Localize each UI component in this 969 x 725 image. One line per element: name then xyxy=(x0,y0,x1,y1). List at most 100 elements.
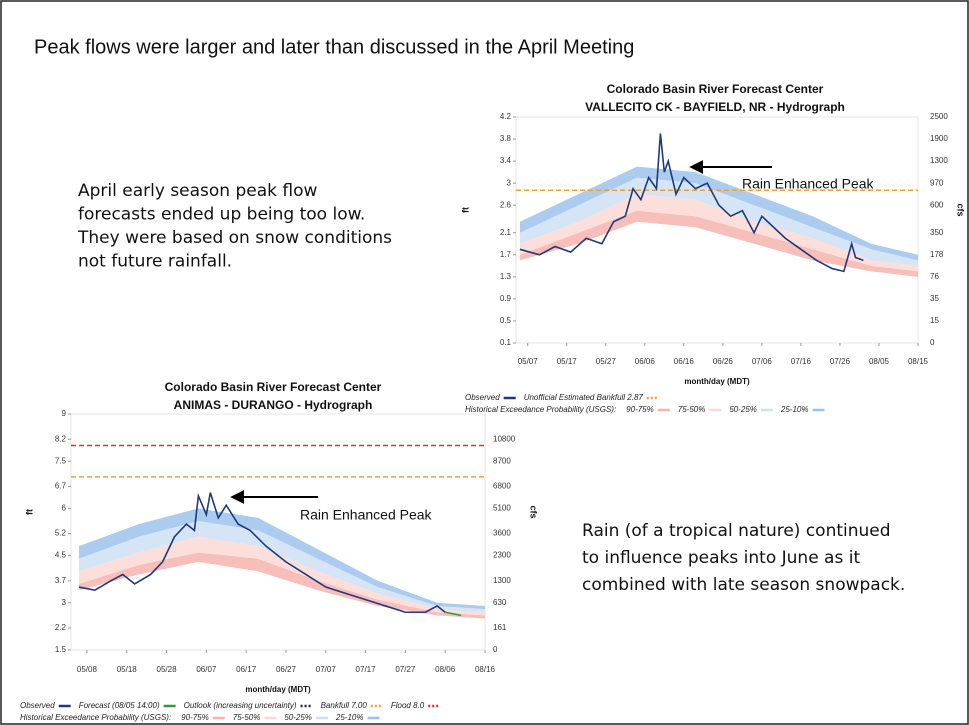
annotation: Rain Enhanced Peak xyxy=(300,507,433,523)
y-tick-label: 2.2 xyxy=(55,623,67,632)
y2-tick-label: 76 xyxy=(930,272,939,281)
x-tick-label: 07/07 xyxy=(316,665,337,674)
y-tick-label: 3.7 xyxy=(55,576,67,585)
note-line: not future rainfall. xyxy=(78,252,232,272)
x-tick-label: 07/17 xyxy=(356,665,377,674)
exceedance-band xyxy=(519,177,918,266)
y2-tick-label: 15 xyxy=(930,316,939,325)
y2-axis-label: cfs xyxy=(529,505,539,518)
chart-title: Colorado Basin River Forecast Center xyxy=(165,380,382,394)
annotation: Rain Enhanced Peak xyxy=(742,176,875,192)
y2-tick-label: 630 xyxy=(493,598,507,607)
legend-title: Historical Exceedance Probability (USGS)… xyxy=(465,405,616,414)
y2-tick-label: 600 xyxy=(930,200,944,209)
x-tick-label: 07/06 xyxy=(752,357,773,366)
exceedance-band xyxy=(519,194,918,272)
x-tick-label: 06/16 xyxy=(674,357,695,366)
y-tick-label: 1.3 xyxy=(500,272,512,281)
y-tick-label: 8.2 xyxy=(55,434,67,443)
y2-tick-label: 970 xyxy=(930,178,944,187)
legend-entry: 25-10% xyxy=(335,713,364,722)
y-tick-label: 5.2 xyxy=(55,529,67,538)
x-tick-label: 07/26 xyxy=(830,357,851,366)
legend-entry: Unofficial Estimated Bankfull 2.87 xyxy=(524,393,644,402)
exceedance-band xyxy=(78,520,485,613)
exceedance-band xyxy=(78,536,485,616)
x-tick-label: 06/17 xyxy=(236,665,257,674)
x-axis-label: month/day (MDT) xyxy=(245,685,311,694)
y2-tick-label: 0 xyxy=(493,645,498,654)
x-tick-label: 07/16 xyxy=(791,357,812,366)
x-tick-label: 05/27 xyxy=(596,357,617,366)
note-line: Rain (of a tropical nature) continued xyxy=(582,521,891,541)
x-tick-label: 06/06 xyxy=(635,357,656,366)
y-tick-label: 7.5 xyxy=(55,456,67,465)
exceedance-band xyxy=(78,552,485,619)
x-tick-label: 05/17 xyxy=(557,357,578,366)
legend-entry: 90-75% xyxy=(181,713,209,722)
y-tick-label: 4.5 xyxy=(55,551,67,560)
x-tick-label: 08/05 xyxy=(869,357,890,366)
y-tick-label: 3 xyxy=(62,598,67,607)
y-axis-label: ft xyxy=(460,207,470,213)
y-tick-label: 3 xyxy=(507,178,512,187)
series-line xyxy=(78,492,446,614)
y2-tick-label: 350 xyxy=(930,228,944,237)
y-tick-label: 2.1 xyxy=(500,228,512,237)
x-tick-label: 05/28 xyxy=(157,665,178,674)
y2-tick-label: 161 xyxy=(493,623,507,632)
y2-tick-label: 0 xyxy=(930,338,935,347)
y2-tick-label: 3600 xyxy=(493,529,511,538)
y-tick-label: 6 xyxy=(62,504,67,513)
y-tick-label: 2.6 xyxy=(500,200,512,209)
legend-entry: 50-25% xyxy=(284,713,312,722)
note-line: forecasts ended up being too low. xyxy=(78,205,365,225)
y-tick-label: 0.5 xyxy=(500,316,512,325)
y2-tick-label: 1300 xyxy=(493,576,511,585)
exceedance-band xyxy=(78,508,485,610)
legend-entry: 90-75% xyxy=(626,405,654,414)
y-axis-label: ft xyxy=(24,509,34,515)
exceedance-band xyxy=(519,210,918,277)
legend-entry: 25-10% xyxy=(780,405,809,414)
exceedance-band xyxy=(519,166,918,261)
note-line: combined with late season snowpack. xyxy=(582,575,905,595)
x-tick-label: 08/16 xyxy=(475,665,496,674)
y2-tick-label: 2500 xyxy=(930,112,948,121)
x-tick-label: 05/18 xyxy=(117,665,138,674)
chart-title: ANIMAS - DURANGO - Hydrograph xyxy=(174,398,373,412)
x-tick-label: 08/06 xyxy=(435,665,456,674)
series-line xyxy=(519,133,864,273)
legend-entry: Bankfull 7.00 xyxy=(321,701,368,710)
y2-tick-label: 178 xyxy=(930,250,944,259)
y-tick-label: 6.7 xyxy=(55,481,67,490)
note-line: They were based on snow conditions xyxy=(77,228,392,248)
x-tick-label: 06/26 xyxy=(713,357,734,366)
y2-tick-label: 1900 xyxy=(930,134,948,143)
y-tick-label: 1.5 xyxy=(55,645,67,654)
legend-entry: 75-50% xyxy=(233,713,261,722)
y-tick-label: 4.2 xyxy=(500,112,512,121)
y2-tick-label: 6800 xyxy=(493,481,511,490)
y-tick-label: 3.4 xyxy=(500,156,512,165)
y2-tick-label: 8700 xyxy=(493,456,511,465)
y2-tick-label: 1300 xyxy=(930,156,948,165)
x-axis-label: month/day (MDT) xyxy=(684,377,750,386)
legend-entry: Flood 8.0 xyxy=(391,701,425,710)
legend-title: Historical Exceedance Probability (USGS)… xyxy=(20,713,171,722)
legend-entry: 50-25% xyxy=(729,405,757,414)
y2-axis-label: cfs xyxy=(956,203,966,216)
chart-title: VALLECITO CK - BAYFIELD, NR - Hydrograph xyxy=(585,100,845,114)
series-line xyxy=(445,611,462,617)
legend-entry: Outlook (increasing uncertainty) xyxy=(184,701,297,710)
x-tick-label: 06/07 xyxy=(196,665,217,674)
legend-entry: Forecast (08/05 14:00) xyxy=(79,701,160,710)
y-tick-label: 3.8 xyxy=(500,134,512,143)
x-tick-label: 08/15 xyxy=(908,357,929,366)
chart-title: Colorado Basin River Forecast Center xyxy=(607,82,824,96)
x-tick-label: 06/27 xyxy=(276,665,297,674)
x-tick-label: 05/08 xyxy=(77,665,98,674)
x-tick-label: 05/07 xyxy=(518,357,539,366)
y2-tick-label: 2300 xyxy=(493,551,511,560)
